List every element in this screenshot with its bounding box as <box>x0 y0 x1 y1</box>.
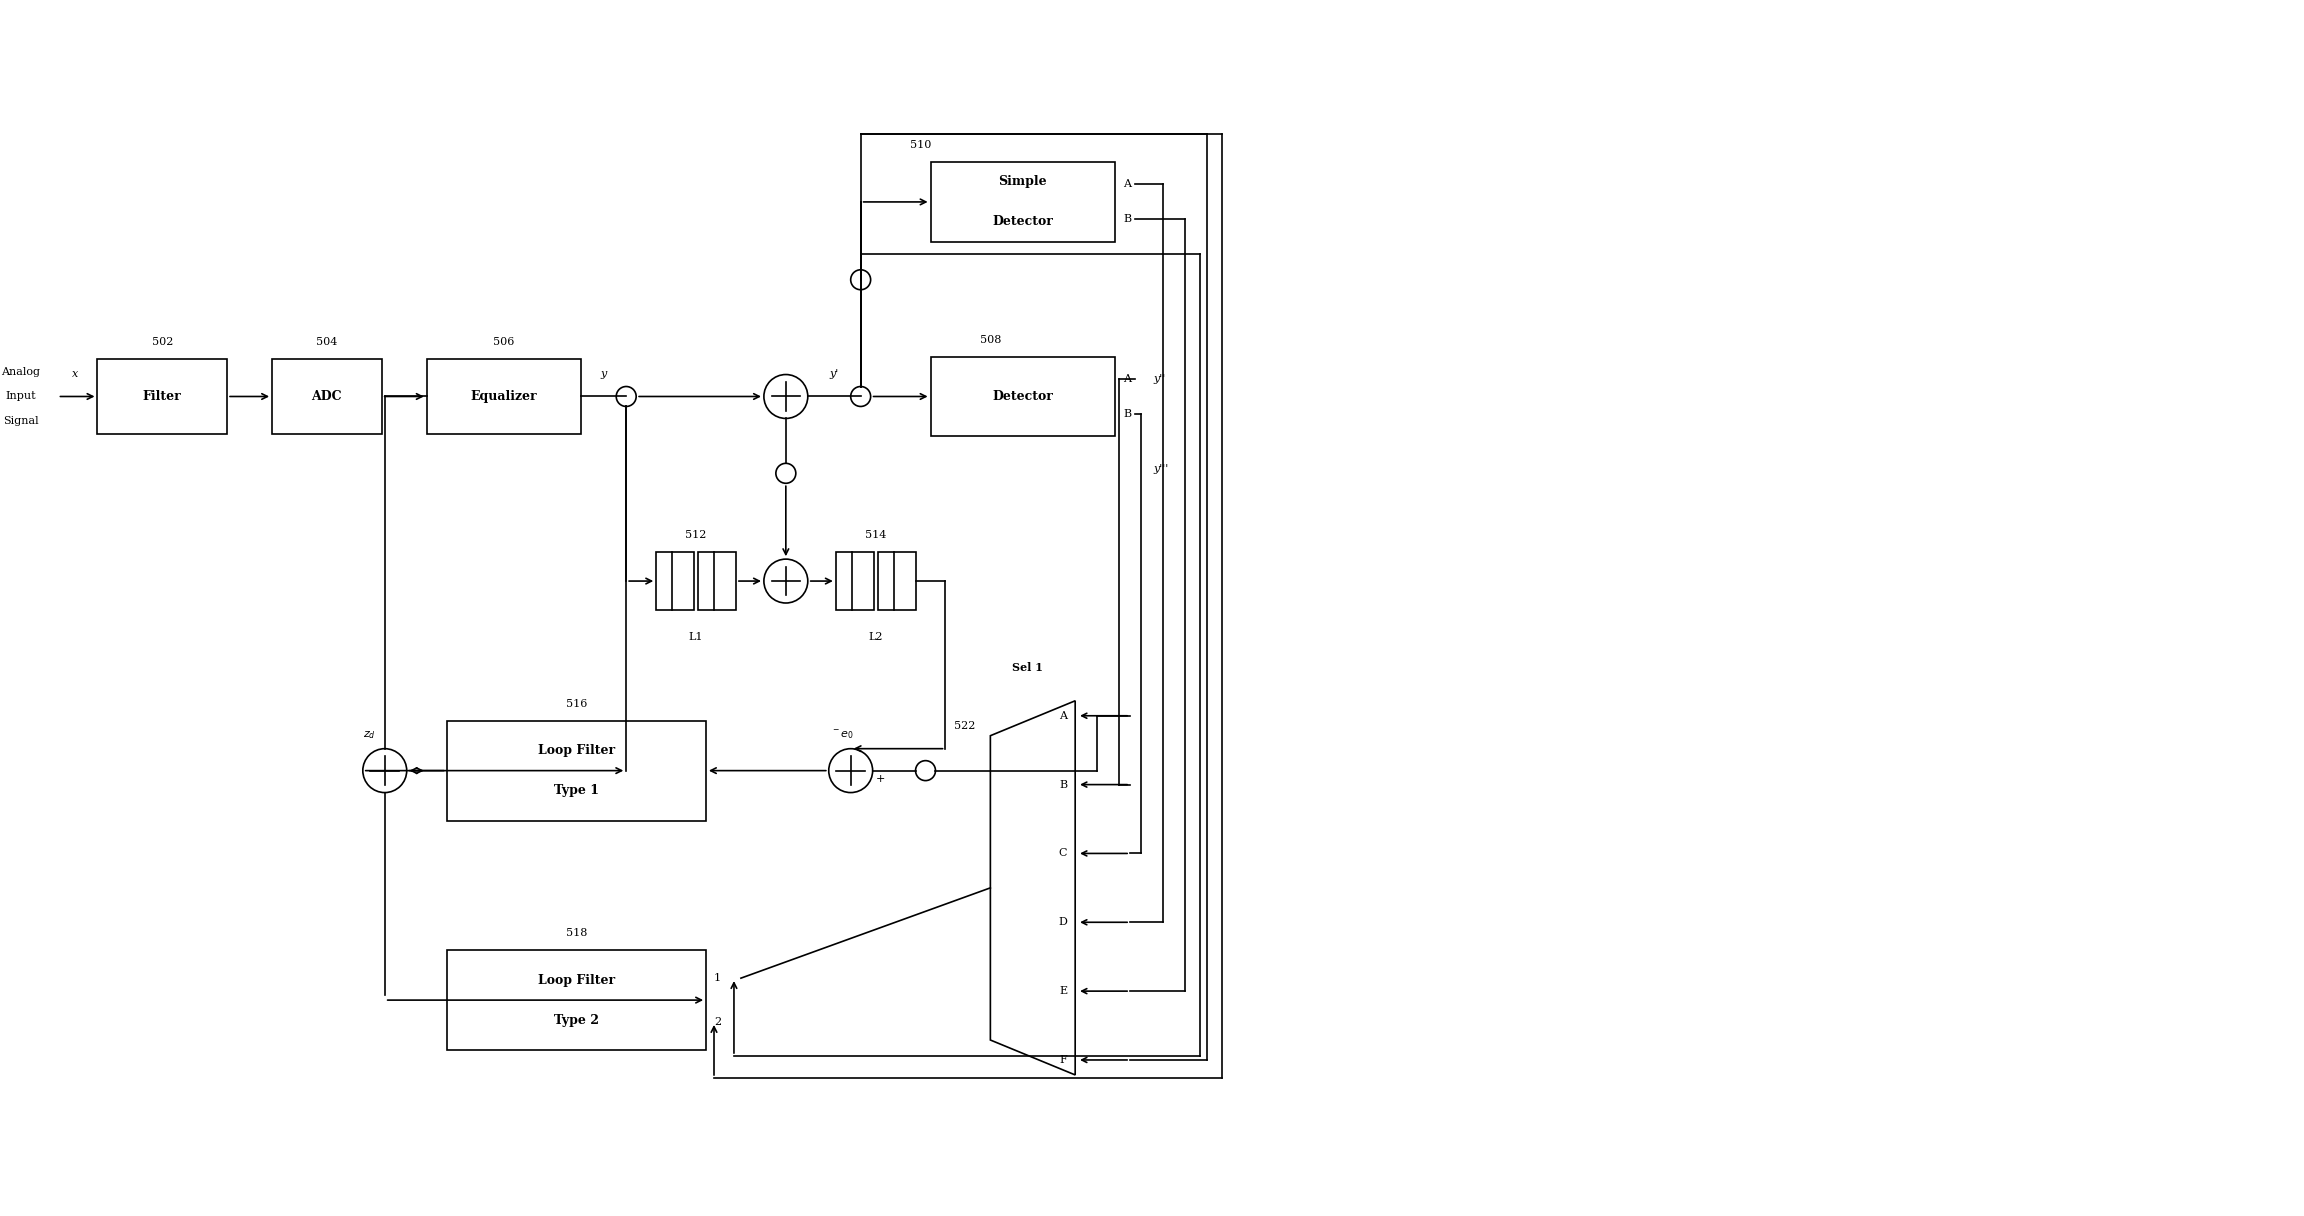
Circle shape <box>915 761 935 781</box>
Text: Analog: Analog <box>0 366 39 377</box>
Text: L2: L2 <box>869 632 882 642</box>
Text: A: A <box>1122 180 1131 190</box>
Bar <box>447 721 705 821</box>
Text: y: y <box>599 368 606 378</box>
Text: y''': y''' <box>1152 465 1168 474</box>
Bar <box>447 950 705 1049</box>
Text: D: D <box>1058 917 1067 928</box>
Text: Sel 1: Sel 1 <box>1011 662 1044 672</box>
Bar <box>272 359 382 434</box>
Text: Detector: Detector <box>993 215 1053 229</box>
Text: B: B <box>1122 409 1131 420</box>
Circle shape <box>615 387 636 406</box>
Text: Equalizer: Equalizer <box>470 390 537 402</box>
Text: Type 2: Type 2 <box>553 1014 599 1026</box>
Text: ADC: ADC <box>311 390 343 402</box>
Bar <box>97 359 228 434</box>
Text: B: B <box>1122 214 1131 225</box>
Text: L1: L1 <box>689 632 703 642</box>
Circle shape <box>765 559 809 603</box>
Circle shape <box>765 375 809 418</box>
Text: Simple: Simple <box>998 175 1046 188</box>
Text: $^-e_0$: $^-e_0$ <box>832 727 855 741</box>
Text: y': y' <box>829 368 839 378</box>
Bar <box>426 359 581 434</box>
Text: 518: 518 <box>564 928 588 939</box>
Bar <box>931 356 1115 437</box>
Text: 512: 512 <box>684 530 707 540</box>
Bar <box>836 552 873 610</box>
Circle shape <box>850 387 871 406</box>
Text: +: + <box>876 773 885 783</box>
Bar <box>931 162 1115 242</box>
Text: Detector: Detector <box>993 390 1053 402</box>
Text: C: C <box>1060 849 1067 858</box>
Circle shape <box>776 463 795 483</box>
Text: Filter: Filter <box>143 390 182 402</box>
Text: B: B <box>1060 779 1067 789</box>
Polygon shape <box>991 700 1076 1075</box>
Text: 1: 1 <box>714 973 721 984</box>
Text: 516: 516 <box>564 699 588 709</box>
Bar <box>878 552 915 610</box>
Text: 510: 510 <box>910 140 931 150</box>
Circle shape <box>362 749 408 793</box>
Text: x: x <box>71 368 78 378</box>
Text: 2: 2 <box>714 1017 721 1028</box>
Circle shape <box>850 270 871 289</box>
Text: 504: 504 <box>316 337 339 347</box>
Text: Signal: Signal <box>2 416 39 427</box>
Bar <box>657 552 694 610</box>
Text: Input: Input <box>5 392 37 401</box>
Text: E: E <box>1060 986 1067 996</box>
Text: A: A <box>1122 375 1131 384</box>
Text: Type 1: Type 1 <box>553 784 599 796</box>
Text: Loop Filter: Loop Filter <box>537 974 615 986</box>
Text: A: A <box>1060 711 1067 721</box>
Text: F: F <box>1060 1055 1067 1065</box>
Text: 522: 522 <box>954 721 975 731</box>
Text: 508: 508 <box>979 334 1000 344</box>
Text: 514: 514 <box>864 530 887 540</box>
Text: y'': y'' <box>1152 375 1166 384</box>
Text: 506: 506 <box>493 337 514 347</box>
Circle shape <box>829 749 873 793</box>
Text: 502: 502 <box>152 337 173 347</box>
Bar <box>698 552 735 610</box>
Text: $z_d$: $z_d$ <box>364 728 376 741</box>
Text: Loop Filter: Loop Filter <box>537 744 615 758</box>
